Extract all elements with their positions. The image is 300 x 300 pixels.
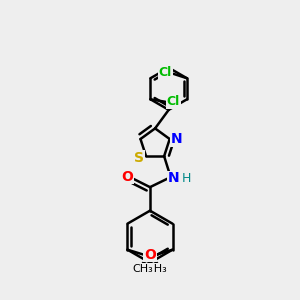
- Text: O: O: [121, 169, 133, 184]
- Text: Cl: Cl: [167, 95, 180, 108]
- Text: O: O: [144, 248, 156, 262]
- Text: N: N: [167, 172, 179, 185]
- Text: N: N: [171, 132, 182, 146]
- Text: S: S: [134, 151, 144, 165]
- Text: H: H: [182, 172, 191, 185]
- Text: CH₃: CH₃: [147, 264, 168, 274]
- Text: Cl: Cl: [159, 66, 172, 79]
- Text: O: O: [144, 248, 156, 262]
- Text: CH₃: CH₃: [132, 264, 153, 274]
